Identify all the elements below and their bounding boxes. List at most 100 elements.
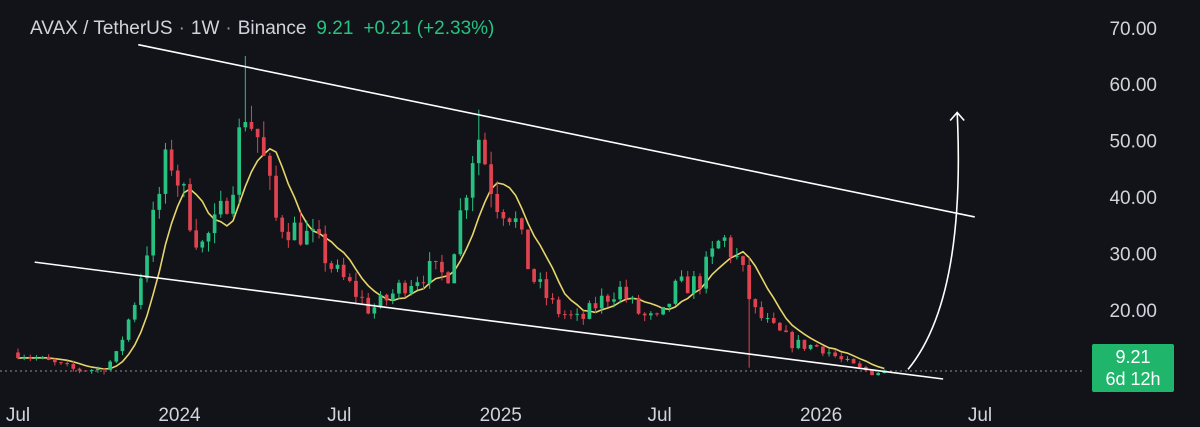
candle-body [489,164,493,194]
candle-body [593,303,598,309]
candle-body [710,248,715,257]
candle-body [292,222,297,241]
candle-body [692,276,696,294]
y-tick-label: 20.00 [1109,301,1157,322]
candle-body [225,200,229,214]
candle-body [163,149,168,194]
candle-body [827,352,831,354]
candle-body [139,278,143,305]
candle-body [22,357,26,359]
candle-body [317,228,321,234]
candle-body [857,363,862,368]
candle-body [120,339,125,352]
y-tick-label: 40.00 [1109,188,1157,209]
candle-body [280,217,285,232]
candle-body [372,307,377,314]
candle-body [397,282,401,294]
candle-body [243,121,248,128]
candle-body [175,170,180,186]
candle-body [53,360,57,363]
interval-label[interactable]: 1W [190,18,220,39]
candle-body [870,370,874,376]
current-price-badge: 9.21 6d 12h [1092,344,1174,392]
bar-countdown: 6d 12h [1105,369,1161,389]
candle-body [77,368,82,371]
candle-body [735,256,739,258]
x-tick-label: Jul [327,405,351,426]
candle-body [630,297,635,299]
candle-body [655,313,659,315]
candle-body [667,303,672,307]
x-tick-label: Jul [968,405,992,426]
projection-arrow-head [949,111,965,121]
candle-body [821,346,825,354]
candle-body [728,237,733,258]
candle-body [212,214,217,234]
candle-body [378,294,383,308]
candle-body [642,313,647,316]
candle-body [476,139,481,164]
candle-body [771,318,776,323]
candle-body [347,277,352,281]
candle-body [649,313,653,316]
candle-body [636,297,641,314]
candle-body [851,358,856,364]
candle-body [390,293,395,301]
candle-body [833,352,838,357]
exchange-label: Binance [237,18,307,39]
candle-body [218,200,223,215]
candle-body [501,212,506,219]
candle-body [28,357,33,359]
candle-body [360,296,364,298]
candle-body [83,370,88,372]
candle-body [698,276,702,289]
x-tick-label: Jul [647,405,671,426]
candle-body [237,127,242,195]
candle-body [96,368,100,371]
candle-body [433,261,438,263]
candle-body [274,175,278,218]
candle-body [249,121,254,129]
candle-body [452,254,457,284]
candle-body [507,218,512,223]
y-tick-label: 30.00 [1109,245,1157,266]
candle-body [673,280,678,304]
chart-header: AVAX / TetherUS · 1W · Binance 9.21 +0.21 (+2.… [30,18,494,40]
candle-body [298,222,303,245]
y-tick-label: 70.00 [1109,19,1157,40]
candle-body [544,279,549,299]
candle-body [108,361,113,370]
symbol-label[interactable]: AVAX / TetherUS [30,18,173,39]
candle-body [624,286,629,299]
candle-body [612,299,616,302]
candle-body [16,352,20,359]
current-price-value: 9.21 [1115,347,1151,367]
candle-body [89,370,94,372]
candle-body [747,264,751,300]
candle-body [206,233,211,242]
candle-body [403,282,407,294]
candle-body [145,255,149,279]
candle-body [618,286,622,300]
candle-body [685,276,690,294]
candle-body [778,322,782,331]
candle-body [802,339,807,349]
candle-body [513,218,518,223]
candle-body [765,318,770,320]
candle-body [323,233,328,264]
candle-body [876,373,881,376]
candle-body [446,272,450,284]
candle-body [753,299,758,308]
candle-body [661,306,665,315]
candle-body [526,229,530,270]
candle-body [200,241,205,248]
candle-body [132,304,137,320]
candle-body [157,193,162,210]
candle-body [329,263,334,269]
candle-body [34,357,39,359]
y-tick-label: 60.00 [1109,75,1157,96]
candle-body [784,330,788,333]
candle-body [839,356,844,360]
candle-body [194,230,199,248]
